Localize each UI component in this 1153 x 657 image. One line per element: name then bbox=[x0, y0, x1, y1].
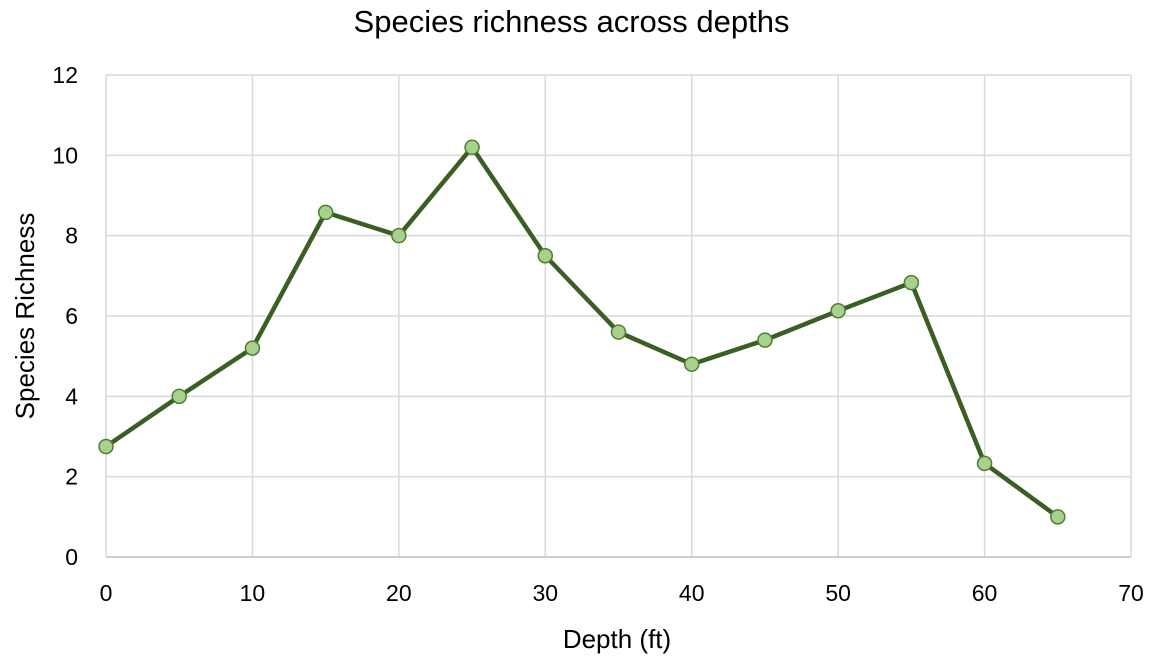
x-tick-labels: 0 10 20 30 40 50 60 70 bbox=[100, 580, 1144, 606]
y-tick-labels: 0 2 4 6 8 10 12 bbox=[52, 62, 78, 570]
data-point bbox=[391, 227, 407, 244]
x-tick-label: 30 bbox=[532, 580, 558, 606]
y-tick-label: 2 bbox=[65, 464, 78, 490]
axes bbox=[105, 75, 1131, 558]
data-point bbox=[537, 248, 554, 264]
y-tick-label: 0 bbox=[65, 544, 78, 570]
grid-lines bbox=[106, 74, 1132, 557]
x-tick-label: 60 bbox=[972, 580, 998, 606]
y-tick-label: 10 bbox=[52, 142, 78, 168]
chart-title: Species richness across depths bbox=[353, 4, 790, 39]
y-axis-label: Species Richness bbox=[10, 213, 40, 420]
y-tick-label: 12 bbox=[52, 62, 78, 88]
data-series bbox=[98, 139, 1066, 525]
y-tick-label: 8 bbox=[65, 223, 78, 249]
data-point bbox=[610, 324, 627, 340]
data-point bbox=[976, 455, 993, 472]
x-tick-label: 0 bbox=[100, 580, 113, 606]
data-point bbox=[98, 438, 114, 455]
y-tick-label: 4 bbox=[65, 383, 78, 409]
data-point bbox=[683, 356, 700, 372]
x-axis-label: Depth (ft) bbox=[563, 624, 671, 654]
x-tick-label: 70 bbox=[1118, 580, 1144, 606]
data-point bbox=[903, 274, 920, 291]
data-point bbox=[317, 204, 334, 221]
data-point bbox=[171, 388, 187, 405]
data-point bbox=[244, 340, 261, 356]
data-point bbox=[1050, 509, 1066, 525]
series-line bbox=[103, 145, 1061, 520]
x-tick-label: 40 bbox=[679, 580, 705, 606]
data-point bbox=[464, 139, 480, 156]
data-point bbox=[830, 303, 846, 319]
y-tick-label: 6 bbox=[65, 303, 78, 329]
data-point bbox=[757, 332, 773, 348]
x-tick-label: 20 bbox=[386, 580, 412, 606]
x-tick-label: 10 bbox=[240, 580, 266, 606]
x-tick-label: 50 bbox=[825, 580, 851, 606]
